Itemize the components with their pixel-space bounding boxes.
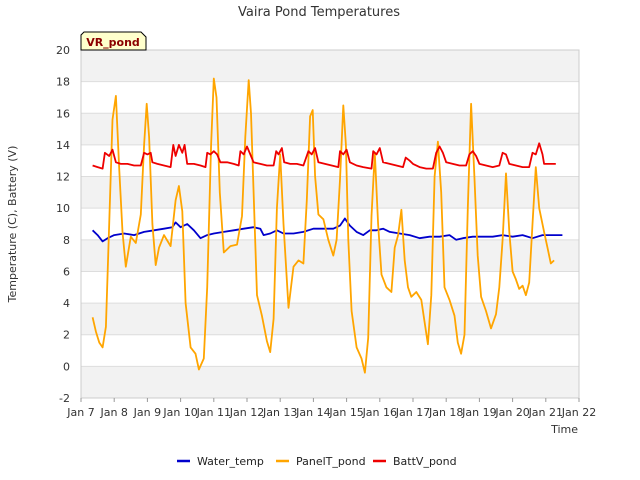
y-tick-label: 2	[63, 329, 70, 342]
y-tick-label: -2	[59, 392, 70, 405]
x-tick-label: Jan 13	[262, 406, 297, 419]
y-axis-ticks: -2 0 2 4 6 8 10 12 14 16 18 20	[56, 44, 70, 405]
background-band	[81, 50, 579, 82]
badge-shape	[80, 31, 147, 51]
y-tick-label: 10	[56, 202, 70, 215]
badge-label: VR_pond	[86, 36, 140, 49]
x-tick-label: Jan 17	[395, 406, 430, 419]
x-tick-label: Jan 20	[494, 406, 529, 419]
x-tick-label: Jan 18	[428, 406, 463, 419]
x-tick-label: Jan 10	[162, 406, 197, 419]
legend: Water_temp PanelT_pond BattV_pond	[177, 455, 457, 468]
x-tick-label: Jan 19	[461, 406, 496, 419]
x-tick-label: Jan 7	[66, 406, 94, 419]
y-tick-label: 20	[56, 44, 70, 57]
x-tick-label: Jan 16	[362, 406, 397, 419]
y-tick-label: 14	[56, 139, 70, 152]
x-tick-label: Jan 22	[561, 406, 596, 419]
x-tick-label: Jan 9	[133, 406, 161, 419]
x-tick-label: Jan 8	[99, 406, 127, 419]
y-tick-label: 18	[56, 76, 70, 89]
y-tick-label: 6	[63, 265, 70, 278]
x-axis-label: Time	[550, 423, 578, 436]
series-line-panelt-pond	[91, 77, 555, 374]
plot-frame	[80, 49, 580, 399]
y-tick-label: 12	[56, 171, 70, 184]
y-tick-label: 0	[63, 360, 70, 373]
background-band	[81, 303, 579, 335]
y-tick-label: 8	[63, 234, 70, 247]
x-tick-label: Jan 12	[229, 406, 264, 419]
background-band	[81, 113, 579, 145]
site-badge: VR_pond	[80, 31, 147, 51]
legend-label: Water_temp	[197, 455, 264, 468]
y-tick-label: 16	[56, 107, 70, 120]
x-tick-label: Jan 14	[295, 406, 330, 419]
series-layer	[91, 77, 563, 374]
x-tick-label: Jan 11	[196, 406, 231, 419]
legend-label: BattV_pond	[393, 455, 457, 468]
background-band	[81, 366, 579, 398]
x-tick-label: Jan 15	[328, 406, 363, 419]
y-axis-label: Temperature (C), Battery (V)	[6, 146, 19, 304]
legend-label: PanelT_pond	[296, 455, 366, 468]
y-tick-label: 4	[63, 297, 70, 310]
x-tick-label: Jan 21	[528, 406, 563, 419]
background-band	[81, 176, 579, 209]
chart-title: Vaira Pond Temperatures	[238, 5, 400, 20]
series-line-battv-pond	[92, 142, 556, 170]
